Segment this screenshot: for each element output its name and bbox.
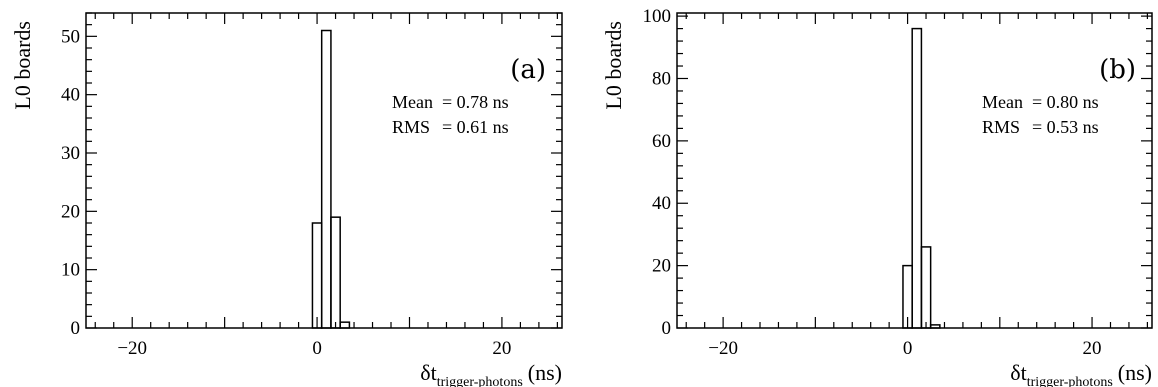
histogram-bar: [339, 321, 351, 329]
panel-label: (b): [1099, 55, 1136, 85]
x-axis-title-unit: (ns): [1118, 360, 1152, 385]
histogram-bar: [920, 246, 932, 329]
y-tick-label: 80: [652, 68, 671, 89]
y-tick-label: 30: [61, 143, 80, 164]
stat-value: = 0.78 ns: [442, 92, 509, 112]
histogram-panel-a: −20 0 20 0 10 20 30 40 50 L0 boards δttrigger-phot…: [10, 12, 563, 387]
panel-label: (a): [510, 55, 546, 85]
x-tick-label: −20: [708, 338, 738, 359]
x-axis-title-main: δt: [1010, 360, 1026, 385]
x-tick-label: 20: [1083, 338, 1102, 359]
plot-frame: [676, 12, 1153, 329]
histogram-bar: [330, 216, 341, 329]
y-tick-label: 20: [652, 256, 671, 277]
stat-label: Mean: [392, 92, 433, 112]
stat-value: = 0.80 ns: [1032, 92, 1099, 112]
y-tick-label: 0: [71, 318, 81, 339]
y-tick-label: 40: [61, 85, 80, 106]
x-tick-label: −20: [117, 338, 147, 359]
x-axis-title-subscript: trigger-photons: [437, 375, 523, 387]
stat-label: Mean: [982, 92, 1023, 112]
y-axis-title: L0 boards: [601, 21, 626, 110]
y-tick-label: 40: [652, 193, 671, 214]
y-tick-label: 0: [662, 318, 672, 339]
x-tick-label: 0: [903, 338, 913, 359]
histogram-bar: [320, 29, 332, 329]
x-tick-label: 20: [492, 338, 511, 359]
histogram-panel-b: −20 0 20 0 20 40 60 80 100 L0 boards δttrigger-pho…: [601, 6, 1153, 387]
histogram-bar: [311, 222, 323, 329]
stat-value: = 0.53 ns: [1032, 117, 1099, 137]
y-tick-label: 10: [61, 260, 80, 281]
x-axis-title-main: δt: [420, 360, 436, 385]
x-axis-title: δttrigger-photons (ns): [420, 360, 562, 387]
x-axis-title-unit: (ns): [528, 360, 562, 385]
x-tick-label: 0: [312, 338, 322, 359]
stat-value: = 0.61 ns: [442, 117, 509, 137]
y-axis-title: L0 boards: [10, 21, 35, 110]
histogram-bar: [911, 27, 923, 329]
y-tick-label: 20: [61, 201, 80, 222]
y-tick-label: 50: [61, 26, 80, 47]
x-axis-title-subscript: trigger-photons: [1027, 375, 1113, 387]
histogram-bar: [929, 324, 941, 329]
plot-frame: [85, 12, 563, 329]
stat-label: RMS: [392, 117, 430, 137]
stat-label: RMS: [982, 117, 1020, 137]
y-tick-label: 100: [643, 6, 672, 27]
y-tick-label: 60: [652, 131, 671, 152]
x-axis-title: δttrigger-photons (ns): [1010, 360, 1152, 387]
